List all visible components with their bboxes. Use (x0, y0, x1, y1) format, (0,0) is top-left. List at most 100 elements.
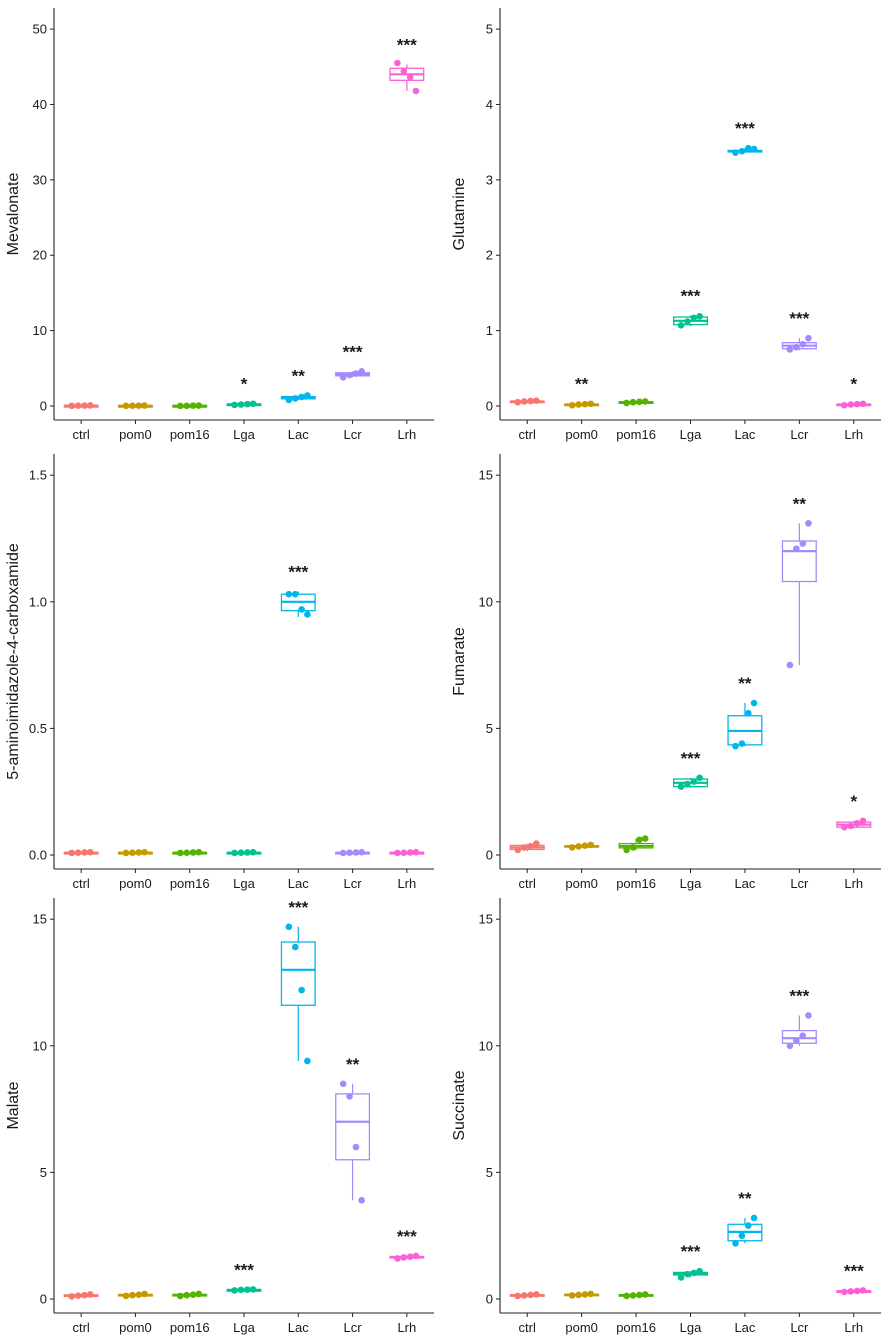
box-Lrh: *** (389, 1227, 425, 1262)
data-point (394, 59, 401, 67)
box-Lac: ** (727, 1189, 763, 1247)
box-Lac: *** (280, 563, 316, 618)
data-point (68, 402, 76, 410)
data-point (129, 849, 136, 857)
box-Lga: *** (672, 1242, 709, 1281)
data-point (575, 401, 582, 408)
x-tick-label: ctrl (519, 876, 536, 891)
data-point (853, 1287, 861, 1295)
data-point (352, 1143, 360, 1151)
significance-label: *** (397, 36, 417, 55)
significance-label: *** (789, 986, 809, 1005)
data-point (135, 1291, 143, 1298)
data-point (799, 340, 807, 348)
data-point (636, 836, 643, 844)
significance-label: *** (343, 342, 363, 361)
data-point (629, 844, 637, 851)
x-tick-label: Lrh (844, 427, 863, 442)
data-point (841, 1288, 848, 1296)
data-point (298, 986, 305, 994)
x-tick-label: ctrl (72, 876, 89, 891)
x-tick-label: pom16 (616, 427, 656, 442)
data-point (514, 398, 522, 406)
data-point (291, 395, 299, 402)
data-point (394, 849, 401, 857)
data-point (738, 147, 746, 155)
x-tick-label: Lcr (790, 876, 809, 891)
box-Lcr: *** (781, 309, 817, 353)
box-Lga: * (226, 375, 262, 409)
data-point (745, 709, 752, 717)
data-point (745, 144, 752, 152)
data-point (859, 817, 867, 825)
x-tick-label: pom16 (170, 427, 210, 442)
x-tick-label: Lga (680, 427, 702, 442)
x-tick-label: Lcr (790, 427, 809, 442)
data-point (636, 1291, 643, 1299)
box-Lrh: *** (389, 36, 425, 95)
y-tick-label: 0 (40, 1292, 47, 1307)
data-point (677, 1274, 685, 1281)
y-tick-label: 0.0 (29, 848, 47, 863)
data-point (339, 1080, 347, 1088)
data-point (195, 848, 203, 856)
significance-label: ** (575, 375, 589, 394)
y-axis-title: 5-aminoimidazole-4-carboxamide (5, 543, 22, 780)
data-point (841, 823, 848, 831)
data-point (750, 145, 758, 153)
data-point (141, 1290, 148, 1298)
x-tick-label: Lrh (397, 1320, 416, 1335)
box-Lga (226, 848, 262, 857)
data-point (358, 848, 365, 856)
data-point (183, 1291, 190, 1299)
data-point (805, 520, 812, 527)
data-point (677, 783, 685, 790)
significance-label: * (850, 792, 857, 811)
data-point (520, 844, 528, 851)
x-tick-label: Lac (734, 427, 755, 442)
data-point (847, 1288, 855, 1295)
y-tick-label: 5 (486, 22, 493, 37)
data-point (237, 401, 245, 408)
data-point (68, 849, 76, 857)
y-tick-label: 15 (33, 912, 47, 927)
data-point (298, 606, 305, 613)
y-axis-title: Mevalonate (5, 173, 22, 256)
box-Lrh: * (836, 375, 872, 409)
data-point (793, 545, 800, 552)
data-point (587, 841, 595, 849)
data-point (799, 1032, 807, 1039)
x-tick-label: ctrl (519, 1320, 536, 1335)
data-point (400, 1254, 408, 1261)
data-point (533, 397, 540, 405)
data-point (568, 1292, 576, 1299)
data-point (244, 1286, 251, 1293)
y-tick-label: 10 (33, 323, 47, 338)
box-Lac: *** (727, 119, 763, 157)
data-point (636, 398, 643, 406)
data-point (400, 67, 408, 75)
box-pom16 (618, 835, 654, 854)
y-tick-label: 2 (486, 248, 493, 263)
data-point (732, 1239, 739, 1247)
box-Lac: ** (280, 366, 316, 404)
significance-label: *** (735, 119, 755, 138)
data-point (141, 402, 148, 409)
significance-label: * (241, 375, 248, 394)
y-tick-label: 0 (40, 399, 47, 414)
box-pom0 (564, 841, 600, 851)
data-point (249, 848, 257, 856)
data-point (400, 849, 408, 857)
x-tick-label: Lcr (344, 427, 363, 442)
data-point (189, 402, 197, 409)
x-tick-label: Lac (288, 1320, 309, 1335)
box-pom16 (172, 848, 208, 857)
box-pom0: ** (564, 375, 600, 409)
y-tick-label: 1.5 (29, 468, 47, 483)
data-point (285, 590, 293, 598)
significance-label: *** (288, 898, 308, 917)
data-point (623, 1292, 630, 1300)
data-point (122, 849, 130, 857)
data-point (298, 393, 305, 401)
data-point (587, 1290, 595, 1298)
